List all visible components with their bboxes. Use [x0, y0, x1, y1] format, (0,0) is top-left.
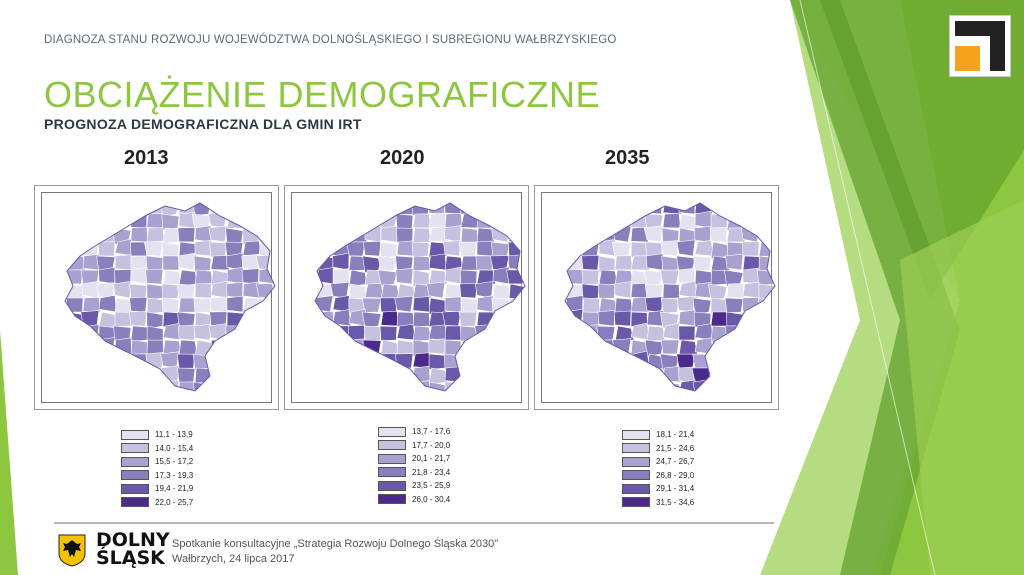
legend-swatch — [622, 483, 650, 494]
footer-divider — [54, 522, 774, 524]
logo-line-1: DOLNY — [96, 529, 170, 551]
legend-label: 14,0 - 15,4 — [155, 443, 194, 453]
legend-item: 13,7 - 17,6 — [378, 425, 450, 439]
legend-label: 20,1 - 21,7 — [412, 454, 451, 464]
legend-swatch — [378, 440, 406, 451]
legend-item: 22,0 - 25,7 — [121, 496, 193, 510]
legend-item: 31,5 - 34,6 — [622, 496, 694, 510]
legend-item: 19,4 - 21,9 — [121, 482, 193, 496]
legend-swatch — [622, 456, 650, 467]
map-legend: 18,1 - 21,4 21,5 - 24,6 24,7 - 26,7 26,8 - … — [622, 428, 694, 509]
company-logo-icon — [949, 15, 1011, 77]
legend-item: 15,5 - 17,2 — [121, 455, 193, 469]
legend-item: 23,5 - 25,9 — [378, 479, 450, 493]
legend-swatch — [121, 470, 149, 481]
legend-swatch — [121, 429, 149, 440]
legend-swatch — [378, 480, 406, 491]
map-legend: 13,7 - 17,6 17,7 - 20,0 20,1 - 21,7 21,8 - … — [378, 425, 450, 506]
legend-label: 13,7 - 17,6 — [412, 427, 451, 437]
legend-item: 20,1 - 21,7 — [378, 452, 450, 466]
legend-swatch — [121, 443, 149, 454]
legend-swatch — [622, 470, 650, 481]
slide-title: OBCIĄŻENIE DEMOGRAFICZNE — [44, 74, 601, 115]
legend-item: 26,8 - 29,0 — [622, 469, 694, 483]
legend-item: 29,1 - 31,4 — [622, 482, 694, 496]
legend-swatch — [622, 443, 650, 454]
legend-label: 22,0 - 25,7 — [155, 497, 194, 507]
legend-label: 31,5 - 34,6 — [656, 497, 695, 507]
legend-label: 21,8 - 23,4 — [412, 467, 451, 477]
legend-item: 17,3 - 19,3 — [121, 469, 193, 483]
legend-item: 21,5 - 24,6 — [622, 442, 694, 456]
footer-event: Spotkanie konsultacyjne „Strategia Rozwo… — [172, 538, 499, 550]
map-regions — [64, 202, 276, 392]
legend-item: 21,8 - 23,4 — [378, 466, 450, 480]
eagle-crest-icon — [58, 534, 86, 567]
map-year-label: 2013 — [124, 147, 169, 169]
legend-swatch — [378, 426, 406, 437]
legend-label: 18,1 - 21,4 — [656, 430, 695, 440]
legend-swatch — [121, 497, 149, 508]
legend-label: 26,0 - 30,4 — [412, 494, 451, 504]
legend-swatch — [378, 494, 406, 505]
footer-date: Wałbrzych, 24 lipca 2017 — [172, 553, 295, 565]
legend-item: 11,1 - 13,9 — [121, 428, 193, 442]
legend-swatch — [622, 429, 650, 440]
slide-subtitle: PROGNOZA DEMOGRAFICZNA DLA GMIN IRT — [44, 116, 362, 132]
legend-label: 15,5 - 17,2 — [155, 457, 194, 467]
map-regions — [314, 202, 526, 392]
legend-swatch — [378, 467, 406, 478]
footer-info: Spotkanie konsultacyjne „Strategia Rozwo… — [172, 537, 498, 567]
presentation-header: DIAGNOZA STANU ROZWOJU WOJEWÓDZTWA DOLNO… — [44, 34, 617, 46]
legend-label: 21,5 - 24,6 — [656, 443, 695, 453]
logo-line-2: ŚLĄSK — [96, 547, 165, 569]
choropleth-map — [534, 185, 779, 410]
map-year-label: 2035 — [605, 147, 650, 169]
dolny-slask-logo: DOLNY ŚLĄSK — [96, 529, 170, 569]
choropleth-map — [34, 185, 279, 410]
legend-swatch — [622, 497, 650, 508]
map-year-label: 2020 — [380, 147, 425, 169]
legend-item: 14,0 - 15,4 — [121, 442, 193, 456]
legend-label: 17,7 - 20,0 — [412, 440, 451, 450]
legend-swatch — [121, 483, 149, 494]
legend-label: 17,3 - 19,3 — [155, 470, 194, 480]
legend-label: 23,5 - 25,9 — [412, 481, 451, 491]
legend-label: 19,4 - 21,9 — [155, 484, 194, 494]
legend-item: 24,7 - 26,7 — [622, 455, 694, 469]
map-legend: 11,1 - 13,9 14,0 - 15,4 15,5 - 17,2 17,3 - … — [121, 428, 193, 509]
legend-label: 24,7 - 26,7 — [656, 457, 695, 467]
choropleth-map — [284, 185, 529, 410]
legend-label: 11,1 - 13,9 — [155, 430, 193, 440]
legend-item: 26,0 - 30,4 — [378, 493, 450, 507]
legend-swatch — [121, 456, 149, 467]
legend-item: 18,1 - 21,4 — [622, 428, 694, 442]
legend-label: 29,1 - 31,4 — [656, 484, 695, 494]
legend-item: 17,7 - 20,0 — [378, 439, 450, 453]
legend-label: 26,8 - 29,0 — [656, 470, 695, 480]
map-regions — [564, 202, 776, 392]
legend-swatch — [378, 453, 406, 464]
